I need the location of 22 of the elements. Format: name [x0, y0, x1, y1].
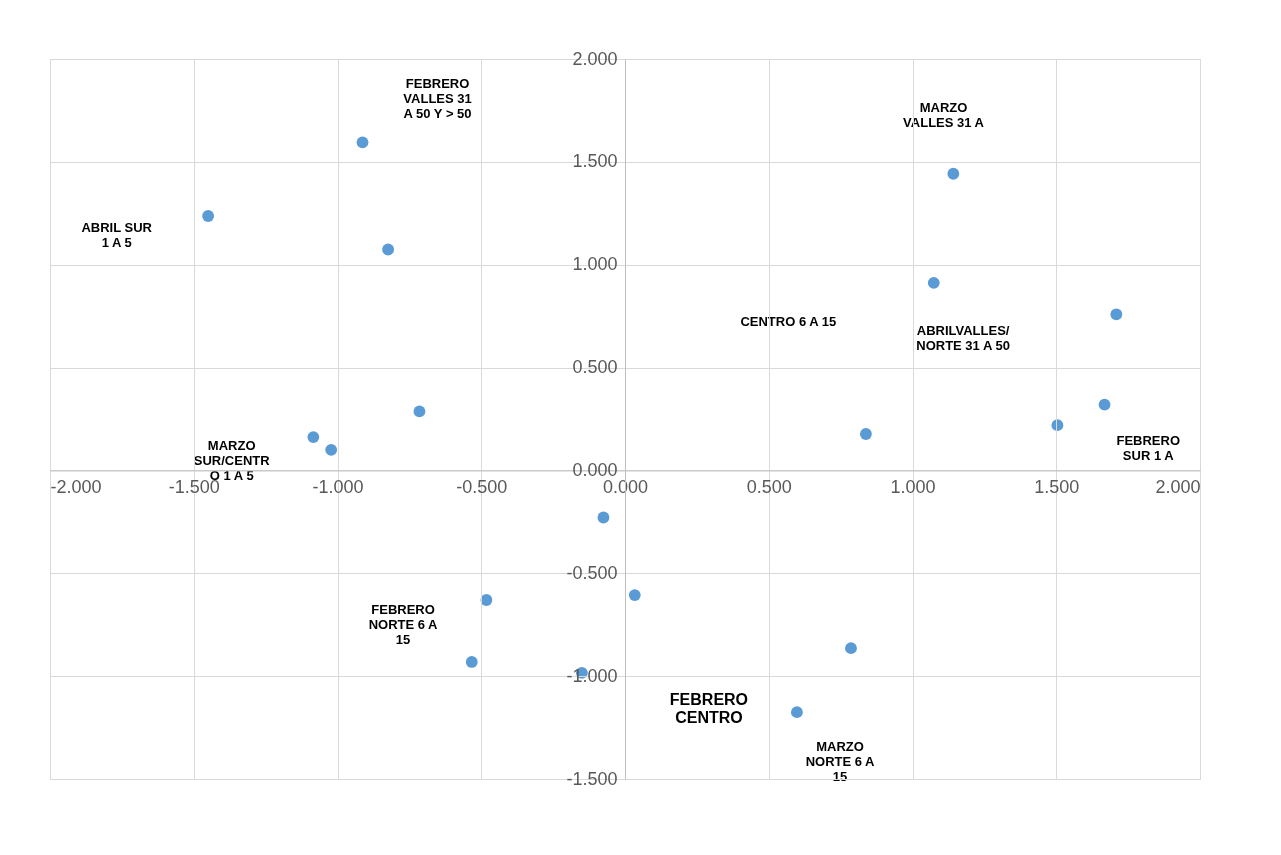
y-tick-label: 0.500 — [572, 357, 618, 378]
y-tick-label: 2.000 — [572, 48, 618, 69]
annotation: FEBRERO CENTRO — [669, 690, 749, 726]
annotation: ABRILVALLES/ NORTE 31 A 50 — [916, 323, 1010, 354]
x-tick-label: -2.000 — [50, 476, 102, 497]
x-tick-label: -0.500 — [456, 476, 508, 497]
x-tick-label: 1.500 — [1034, 476, 1080, 497]
y-tick-label: -1.500 — [566, 768, 618, 789]
x-tick-label: 2.000 — [1155, 476, 1201, 497]
annotation: FEBRERO VALLES 31 A 50 Y > 50 — [403, 76, 472, 122]
annotation: FEBRERO SUR 1 A — [1116, 432, 1181, 463]
x-tick-label: 0.500 — [746, 476, 792, 497]
y-tick-label: -0.500 — [566, 562, 618, 583]
y-tick-label: 1.500 — [572, 151, 618, 172]
annotation: FEBRERO NORTE 6 A 15 — [368, 601, 439, 647]
annotation: ABRIL SUR 1 A 5 — [81, 220, 153, 251]
annotation: CENTRO 6 A 15 — [740, 313, 837, 329]
x-tick-label: -1.000 — [312, 476, 364, 497]
y-tick-label: -1.000 — [566, 665, 618, 686]
annotation: MARZO VALLES 31 A — [903, 99, 985, 130]
x-tick-label: 1.000 — [890, 476, 936, 497]
y-tick-label: 1.000 — [572, 254, 618, 275]
